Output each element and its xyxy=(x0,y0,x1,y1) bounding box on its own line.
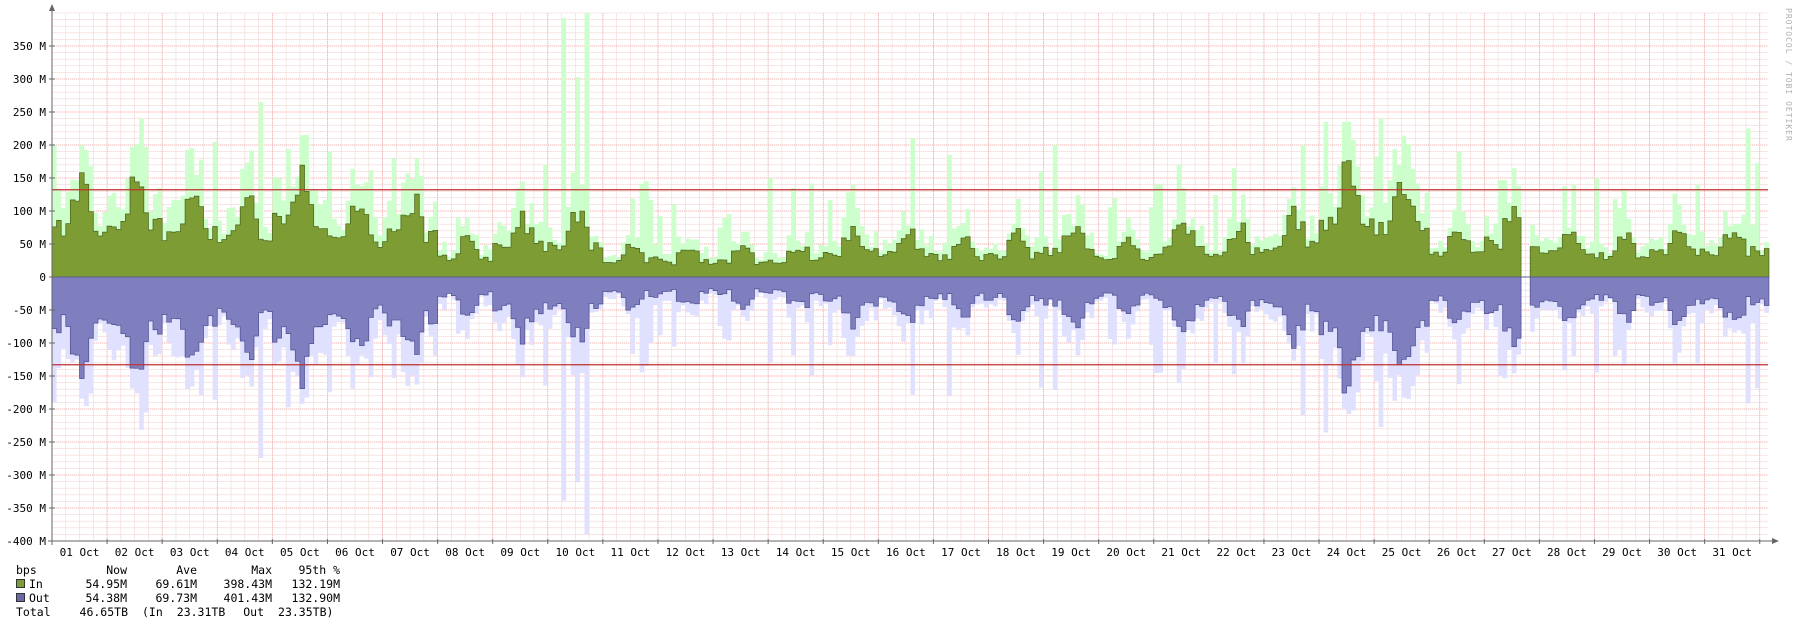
legend-unit: bps xyxy=(16,563,37,577)
legend-total-out-label: Out xyxy=(243,605,265,619)
legend-total-out-value: 23.35TB) xyxy=(278,605,334,619)
y-tick-label: 350 M xyxy=(13,40,46,53)
average-area-in xyxy=(51,160,1770,278)
x-tick-label: 13 Oct xyxy=(721,546,761,559)
average-area-out xyxy=(51,276,1770,394)
x-tick-label: 25 Oct xyxy=(1382,546,1422,559)
x-tick-label: 22 Oct xyxy=(1217,546,1257,559)
x-tick-label: 18 Oct xyxy=(996,546,1036,559)
legend-in-now: 54.95M xyxy=(85,577,127,591)
x-tick-label: 29 Oct xyxy=(1602,546,1642,559)
average-areas xyxy=(51,160,1770,394)
legend-header: bps Now Ave Max 95th % xyxy=(16,563,340,577)
legend-name-in: In xyxy=(29,577,43,591)
x-tick-label: 17 Oct xyxy=(941,546,981,559)
y-tick-label: -150 M xyxy=(6,370,46,383)
x-tick-label: 06 Oct xyxy=(335,546,375,559)
legend-row-out: Out 54.38M 69.73M 401.43M 132.90M xyxy=(16,591,340,605)
x-tick-label: 28 Oct xyxy=(1547,546,1587,559)
x-axis-arrow xyxy=(1772,538,1779,544)
x-tick-label: 02 Oct xyxy=(115,546,155,559)
watermark: PROTOCOL / TOBI OETIKER xyxy=(1784,8,1793,142)
x-tick-label: 12 Oct xyxy=(666,546,706,559)
x-tick-label: 26 Oct xyxy=(1437,546,1477,559)
legend-out-max: 401.43M xyxy=(223,591,272,605)
x-tick-label: 04 Oct xyxy=(225,546,265,559)
y-tick-label: -350 M xyxy=(6,502,46,515)
y-tick-label: 100 M xyxy=(13,205,46,218)
legend-header-max: Max xyxy=(251,563,272,577)
x-tick-label: 19 Oct xyxy=(1051,546,1091,559)
legend-out-p95: 132.90M xyxy=(291,591,340,605)
y-tick-label: 0 xyxy=(39,271,46,284)
y-tick-label: -200 M xyxy=(6,403,46,416)
x-tick-label: 16 Oct xyxy=(886,546,926,559)
axes xyxy=(48,4,1779,545)
x-tick-label: 20 Oct xyxy=(1106,546,1146,559)
traffic-chart: 350 M 300 M 250 M 200 M 150 M 100 M 50 M 0 -50 M… xyxy=(6,4,1793,559)
legend-in-max: 398.43M xyxy=(223,577,272,591)
y-tick-label: 50 M xyxy=(20,238,47,251)
legend-out-now: 54.38M xyxy=(85,591,127,605)
legend-row-in: In 54.95M 69.61M 398.43M 132.19M xyxy=(16,577,340,591)
x-tick-label: 24 Oct xyxy=(1327,546,1367,559)
x-tick-label: 21 Oct xyxy=(1161,546,1201,559)
x-tick-label: 07 Oct xyxy=(390,546,430,559)
x-tick-label: 31 Oct xyxy=(1712,546,1752,559)
y-tick-label: 300 M xyxy=(13,73,46,86)
legend-total-label: Total xyxy=(16,605,51,619)
x-tick-label: 30 Oct xyxy=(1657,546,1697,559)
legend-in-p95: 132.19M xyxy=(291,577,340,591)
y-tick-label: 250 M xyxy=(13,106,46,119)
x-tick-label: 14 Oct xyxy=(776,546,816,559)
legend-header-now: Now xyxy=(106,563,127,577)
legend-total-in-value: 23.31TB xyxy=(176,605,226,619)
legend-swatch-out xyxy=(16,593,25,602)
legend-total-value: 46.65TB xyxy=(79,605,128,619)
x-tick-label: 15 Oct xyxy=(831,546,871,559)
legend-swatch-in xyxy=(16,579,25,588)
y-tick-label: -100 M xyxy=(6,337,46,350)
y-tick-labels: 350 M 300 M 250 M 200 M 150 M 100 M 50 M 0 -50 M… xyxy=(6,40,46,548)
legend-in-ave: 69.61M xyxy=(155,577,197,591)
x-tick-labels: 01 Oct 02 Oct 03 Oct 04 Oct 05 Oct 06 Oct 07 O… xyxy=(60,546,1752,559)
legend-out-ave: 69.73M xyxy=(155,591,197,605)
x-tick-label: 09 Oct xyxy=(500,546,540,559)
x-tick-label: 08 Oct xyxy=(445,546,485,559)
y-tick-label: 200 M xyxy=(13,139,46,152)
legend: bps Now Ave Max 95th % In 54.95M 69.61M … xyxy=(16,563,340,619)
x-tick-label: 10 Oct xyxy=(555,546,595,559)
x-tick-label: 27 Oct xyxy=(1492,546,1532,559)
x-tick-label: 11 Oct xyxy=(611,546,651,559)
legend-name-out: Out xyxy=(29,591,50,605)
x-tick-label: 03 Oct xyxy=(170,546,210,559)
percentile-lines xyxy=(52,189,1768,366)
legend-header-ave: Ave xyxy=(176,563,197,577)
y-tick-label: -250 M xyxy=(6,436,46,449)
legend-total: Total 46.65TB (In 23.31TB Out 23.35TB) xyxy=(16,605,340,619)
y-axis-arrow xyxy=(49,4,55,11)
y-tick-label: 150 M xyxy=(13,172,46,185)
legend-header-p95: 95th % xyxy=(298,563,340,577)
y-tick-label: -400 M xyxy=(6,535,46,548)
legend-total-in-label: (In xyxy=(142,605,163,619)
y-tick-label: -300 M xyxy=(6,469,46,482)
x-tick-label: 01 Oct xyxy=(60,546,100,559)
x-tick-label: 23 Oct xyxy=(1272,546,1312,559)
y-tick-label: -50 M xyxy=(13,304,46,317)
x-tick-label: 05 Oct xyxy=(280,546,320,559)
